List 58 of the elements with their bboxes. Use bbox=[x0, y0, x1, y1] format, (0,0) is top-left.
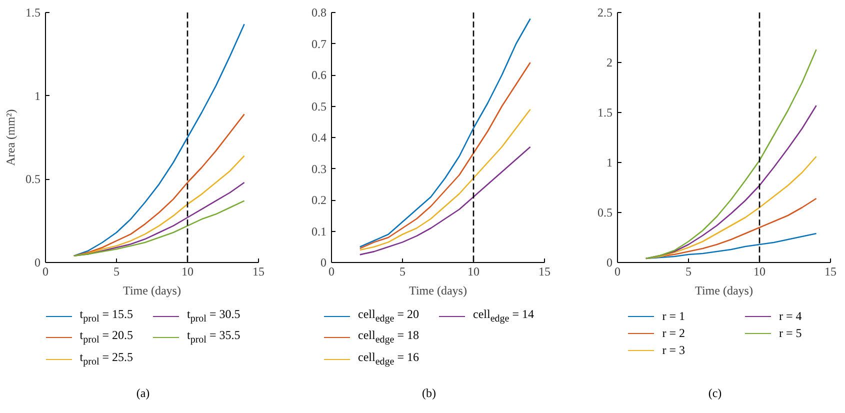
x-tick-label: 15 bbox=[824, 264, 836, 278]
x-axis-title: Time (days) bbox=[695, 284, 753, 298]
legend-label: r = 4 bbox=[779, 308, 802, 325]
y-tick-label: 0.3 bbox=[312, 162, 326, 176]
y-tick-label: 0.4 bbox=[312, 130, 326, 144]
line-series bbox=[73, 200, 245, 256]
x-axis-title: Time (days) bbox=[123, 284, 181, 298]
y-tick-label: 1 bbox=[606, 156, 612, 170]
line-series bbox=[73, 24, 245, 256]
line-series bbox=[359, 108, 531, 251]
line-series bbox=[359, 18, 531, 248]
y-tick-label: 1.5 bbox=[598, 106, 612, 120]
y-tick-label: 0.5 bbox=[26, 172, 40, 186]
y-tick-label: 0 bbox=[320, 256, 326, 270]
y-tick-label: 0 bbox=[34, 256, 40, 270]
y-tick-label: 1 bbox=[34, 88, 40, 103]
legend-label: t$_{prol}$ = 25.5 bbox=[80, 348, 133, 369]
legend-label: r = 1 bbox=[662, 308, 685, 325]
y-tick-label: 0 bbox=[606, 256, 612, 270]
line-series bbox=[73, 114, 245, 256]
legend-label: cell$_{edge}$ = 14 bbox=[473, 306, 534, 326]
y-axis-title: Area (mm²) bbox=[4, 109, 18, 166]
line-series bbox=[359, 146, 531, 256]
y-tick-label: 0.1 bbox=[312, 224, 326, 238]
legend-label: cell$_{edge}$ = 20 bbox=[358, 306, 419, 326]
legend-label: t$_{prol}$ = 35.5 bbox=[187, 327, 240, 348]
y-tick-label: 0.7 bbox=[312, 36, 326, 51]
text: (a) bbox=[135, 385, 151, 402]
y-tick-label: 1.5 bbox=[26, 6, 40, 20]
y-tick-label: 0.5 bbox=[598, 206, 612, 220]
x-tick-label: 10 bbox=[182, 264, 194, 278]
x-tick-label: 15 bbox=[252, 264, 264, 278]
legend-label: r = 5 bbox=[779, 325, 802, 342]
x-tick-label: 15 bbox=[538, 264, 550, 278]
y-tick-label: 0.6 bbox=[312, 68, 326, 82]
x-tick-label: 10 bbox=[754, 264, 766, 278]
y-tick-label: 0.8 bbox=[312, 6, 326, 20]
x-tick-label: 5 bbox=[114, 264, 120, 278]
text: (c) bbox=[707, 385, 723, 402]
legend-label: r = 2 bbox=[662, 325, 685, 342]
y-tick-label: 0.5 bbox=[312, 99, 326, 114]
line-series bbox=[359, 62, 531, 250]
y-tick-label: 2 bbox=[606, 56, 612, 70]
x-tick-label: 5 bbox=[686, 264, 692, 278]
x-tick-label: 5 bbox=[400, 264, 406, 278]
x-axis-title: Time (days) bbox=[409, 284, 467, 298]
x-tick-label: 10 bbox=[468, 264, 480, 278]
y-tick-label: 2.5 bbox=[598, 6, 612, 20]
legend-label: t$_{prol}$ = 15.5 bbox=[80, 306, 133, 326]
legend-label: cell$_{edge}$ = 18 bbox=[358, 327, 419, 348]
legend-label: r = 3 bbox=[662, 342, 685, 359]
legend-label: t$_{prol}$ = 20.5 bbox=[80, 327, 133, 348]
legend-label: t$_{prol}$ = 30.5 bbox=[187, 306, 240, 326]
legend-label: cell$_{edge}$ = 16 bbox=[358, 348, 419, 369]
text: (b) bbox=[421, 385, 437, 402]
y-tick-label: 0.2 bbox=[312, 193, 326, 207]
line-series bbox=[645, 48, 817, 260]
line-series bbox=[645, 156, 817, 260]
